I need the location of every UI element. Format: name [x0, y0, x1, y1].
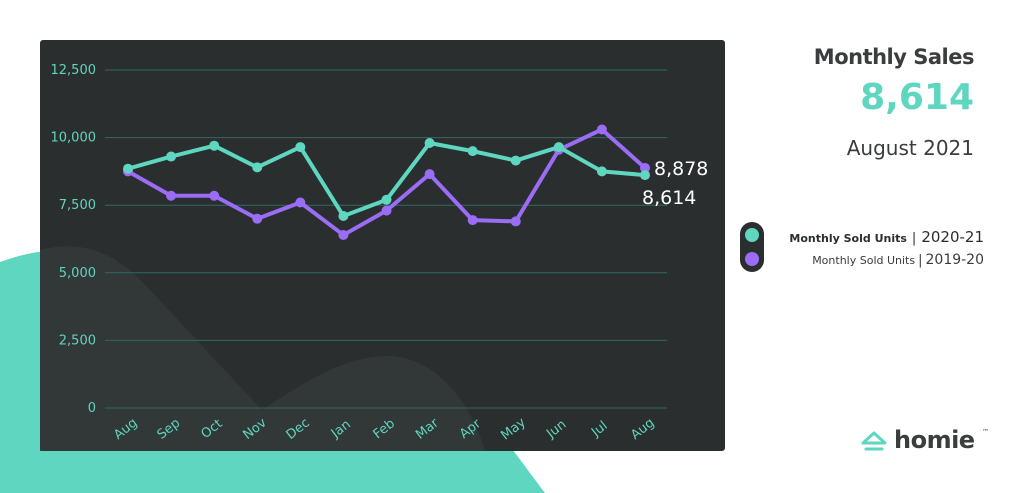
y-tick-label: 7,500 — [59, 198, 96, 213]
data-point — [510, 216, 521, 227]
page-title: Monthly Sales — [813, 45, 975, 69]
data-point — [338, 229, 349, 240]
data-point — [424, 138, 435, 149]
y-tick-label: 10,000 — [51, 131, 97, 146]
home-icon — [861, 431, 887, 451]
legend-separator: | — [911, 231, 917, 246]
series-lines — [123, 124, 650, 240]
brand-name: homie — [894, 426, 975, 454]
data-point — [381, 194, 392, 205]
data-point — [209, 190, 220, 201]
end-labels: 8,878 8,614 — [642, 158, 708, 209]
data-point — [166, 151, 177, 162]
legend-item-2020-21: Monthly Sold Units | 2020-21 — [789, 227, 984, 246]
data-point — [209, 140, 220, 151]
data-point — [252, 162, 263, 173]
data-point — [510, 155, 521, 166]
legend-item-period: 2019-20 — [925, 252, 985, 268]
data-point — [295, 197, 306, 208]
summary-panel: Monthly Sales 8,614 August 2021 — [674, 45, 975, 160]
legend-item-period: 2020-21 — [921, 228, 984, 246]
chart-legend: Monthly Sold Units | 2020-21 Monthly Sold … — [740, 222, 990, 272]
end-label-2020-21: 8,614 — [642, 187, 696, 209]
legend-dot-teal — [745, 228, 759, 242]
trademark-mark: ™ — [982, 428, 989, 436]
legend-dot-purple — [745, 252, 759, 266]
legend-separator: | — [918, 253, 923, 268]
data-point — [640, 170, 650, 181]
data-point — [123, 163, 133, 174]
data-point — [295, 142, 306, 153]
data-point — [338, 211, 349, 222]
legend-marker-pill — [740, 222, 764, 272]
legend-item-label: Monthly Sold Units — [812, 254, 916, 267]
grid-lines — [105, 69, 667, 409]
data-point — [596, 166, 607, 177]
headline-value: 8,614 — [860, 77, 974, 118]
data-point — [424, 169, 435, 180]
data-point — [640, 162, 650, 173]
data-point — [467, 215, 478, 226]
y-tick-label: 2,500 — [59, 333, 96, 348]
end-label-2019-20: 8,878 — [654, 158, 708, 180]
y-tick-label: 5,000 — [59, 266, 96, 281]
data-point — [381, 205, 392, 216]
data-point — [553, 142, 564, 153]
data-point — [467, 146, 478, 157]
chart-background-shading — [40, 246, 485, 451]
legend-item-label: Monthly Sold Units — [789, 232, 907, 245]
data-point — [596, 124, 607, 135]
data-point — [252, 213, 263, 224]
data-point — [166, 190, 177, 201]
y-tick-label: 0 — [88, 401, 96, 416]
y-axis-ticks: 0 2,500 5,000 7,500 10,000 12,500 — [51, 63, 97, 416]
legend-item-2019-20: Monthly Sold Units | 2019-20 — [812, 249, 984, 268]
y-tick-label: 12,500 — [51, 63, 97, 78]
period-label: August 2021 — [846, 136, 974, 160]
